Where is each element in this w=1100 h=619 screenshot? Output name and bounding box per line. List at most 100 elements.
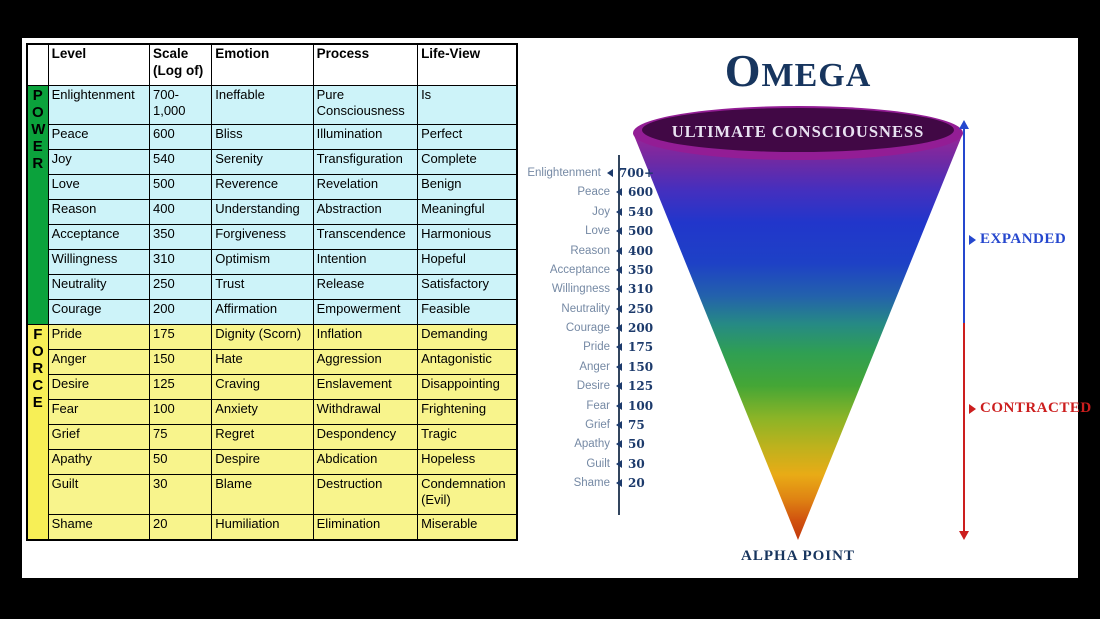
scale-cell: 200 xyxy=(148,299,213,325)
ultimate-consciousness-label: ULTIMATE CONSCIOUSNESS xyxy=(672,122,925,141)
contracted-axis-line xyxy=(963,323,965,531)
process-cell: Transfiguration xyxy=(312,149,419,175)
tick-arrow-icon xyxy=(616,382,622,390)
force-section-cell: FORCE xyxy=(26,324,49,541)
emotion-cell: Understanding xyxy=(211,199,314,225)
table-row: Courage 200 Affirmation Empowerment Feas… xyxy=(27,299,518,325)
tick-arrow-icon xyxy=(616,247,622,255)
table-header-row: Level Scale (Log of) Emotion Process Lif… xyxy=(26,43,518,86)
level-cell: Guilt xyxy=(47,474,150,515)
process-cell: Revelation xyxy=(312,174,419,200)
corner-cell xyxy=(26,43,49,86)
process-cell: Empowerment xyxy=(312,299,419,325)
scale-cell: 75 xyxy=(148,424,213,450)
process-cell: Abdication xyxy=(312,449,419,475)
header-scale: Scale (Log of) xyxy=(148,43,213,86)
slide-canvas: Level Scale (Log of) Emotion Process Lif… xyxy=(22,38,1091,578)
emotion-cell: Serenity xyxy=(211,149,314,175)
scale-cell: 400 xyxy=(148,199,213,225)
level-cell: Grief xyxy=(47,424,150,450)
header-level: Level xyxy=(47,43,150,86)
cone-scale-entry: Acceptance 350 xyxy=(549,263,654,277)
emotion-cell: Reverence xyxy=(211,174,314,200)
level-cell: Acceptance xyxy=(47,224,150,250)
cone-scale-entry: Apathy 50 xyxy=(574,437,645,451)
lifeview-cell: Disappointing xyxy=(417,374,518,400)
emotion-cell: Despire xyxy=(211,449,314,475)
table-row: Willingness 310 Optimism Intention Hopef… xyxy=(27,249,518,275)
process-cell: Despondency xyxy=(312,424,419,450)
down-arrow-icon xyxy=(959,531,969,540)
level-cell: Apathy xyxy=(47,449,150,475)
table-row: Guilt 30 Blame Destruction Condemnation … xyxy=(27,474,518,515)
table-row: Neutrality 250 Trust Release Satisfactor… xyxy=(27,274,518,300)
right-arrow-icon xyxy=(969,403,976,414)
level-cell: Reason xyxy=(47,199,150,225)
process-cell: Destruction xyxy=(312,474,419,515)
emotion-cell: Forgiveness xyxy=(211,224,314,250)
scale-cell: 30 xyxy=(148,474,213,515)
emotion-cell: Ineffable xyxy=(211,85,314,125)
process-cell: Elimination xyxy=(312,514,419,541)
omega-title: OMEGA xyxy=(724,45,872,96)
cone-mouth xyxy=(642,108,954,152)
process-cell: Intention xyxy=(312,249,419,275)
level-cell: Peace xyxy=(47,124,150,150)
table-row: Shame 20 Humiliation Elimination Miserab… xyxy=(27,514,518,541)
table-row: Acceptance 350 Forgiveness Transcendence… xyxy=(27,224,518,250)
tick-arrow-icon xyxy=(616,440,622,448)
tick-arrow-icon xyxy=(616,402,622,410)
table-row: POWER Enlightenment 700-1,000 Ineffable … xyxy=(26,85,518,325)
level-cell: Neutrality xyxy=(47,274,150,300)
table-row: Joy 540 Serenity Transfiguration Complet… xyxy=(27,149,518,175)
tick-arrow-icon xyxy=(616,285,622,293)
table-row: Love 500 Reverence Revelation Benign xyxy=(27,174,518,200)
table-row: FORCE Pride 175 Dignity (Scorn) Inflatio… xyxy=(26,324,518,541)
alpha-point-label: ALPHA POINT xyxy=(741,548,855,564)
lifeview-cell: Benign xyxy=(417,174,518,200)
lifeview-cell: Miserable xyxy=(417,514,518,541)
lifeview-cell: Hopeless xyxy=(417,449,518,475)
scale-axis-line xyxy=(618,155,620,515)
power-section-cell: POWER xyxy=(26,85,49,325)
emotion-cell: Bliss xyxy=(211,124,314,150)
expanded-axis-line xyxy=(963,129,965,323)
cone-scale-entry: Guilt 30 xyxy=(586,457,645,471)
scale-cell: 540 xyxy=(148,149,213,175)
scale-cell: 700-1,000 xyxy=(148,85,213,125)
cone-scale-entry: Reason 400 xyxy=(570,244,654,258)
lifeview-cell: Is xyxy=(417,85,518,125)
up-arrow-icon xyxy=(959,120,969,129)
lifeview-cell: Satisfactory xyxy=(417,274,518,300)
lifeview-cell: Harmonious xyxy=(417,224,518,250)
emotion-cell: Optimism xyxy=(211,249,314,275)
table-row: Grief 75 Regret Despondency Tragic xyxy=(27,424,518,450)
header-emotion: Emotion xyxy=(211,43,314,86)
consciousness-cone: ULTIMATE CONSCIOUSNESS xyxy=(633,106,963,540)
tick-arrow-icon xyxy=(616,188,622,196)
scale-cell: 600 xyxy=(148,124,213,150)
process-cell: Illumination xyxy=(312,124,419,150)
scale-cell: 500 xyxy=(148,174,213,200)
scale-cell: 250 xyxy=(148,274,213,300)
scale-cell: 50 xyxy=(148,449,213,475)
lifeview-cell: Frightening xyxy=(417,399,518,425)
expanded-label: EXPANDED xyxy=(969,231,1066,248)
tick-arrow-icon xyxy=(616,421,622,429)
table-row: Reason 400 Understanding Abstraction Mea… xyxy=(27,199,518,225)
cone-scale-entry: Willingness 310 xyxy=(551,282,654,296)
consciousness-table: Level Scale (Log of) Emotion Process Lif… xyxy=(26,43,518,541)
tick-arrow-icon xyxy=(616,343,622,351)
level-cell: Love xyxy=(47,174,150,200)
emotion-cell: Blame xyxy=(211,474,314,515)
tick-arrow-icon xyxy=(616,363,622,371)
tick-arrow-icon xyxy=(616,266,622,274)
cone-scale-entry: Joy 540 xyxy=(592,205,654,219)
scale-cell: 310 xyxy=(148,249,213,275)
cone-scale-entry: Anger 150 xyxy=(579,360,654,374)
process-cell: Enslavement xyxy=(312,374,419,400)
cone-scale-entry: Love 500 xyxy=(585,224,654,238)
cone-scale-entry: Enlightenment 700+ xyxy=(527,166,654,180)
lifeview-cell: Feasible xyxy=(417,299,518,325)
header-lifeview: Life-View xyxy=(417,43,518,86)
